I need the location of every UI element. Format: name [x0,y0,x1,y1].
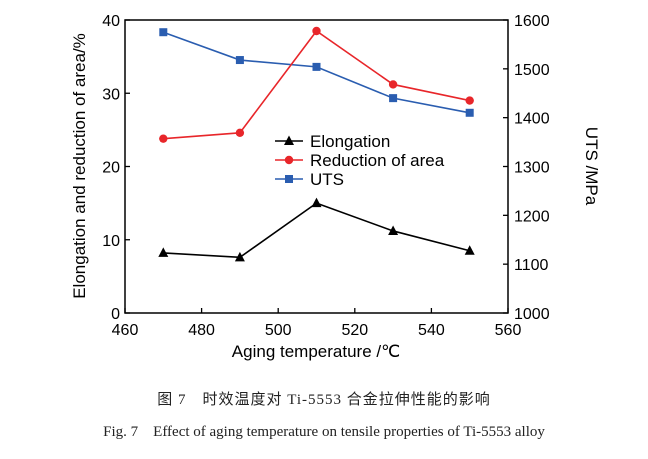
legend-label: Reduction of area [310,151,445,170]
y-left-tick-label: 20 [102,160,120,177]
legend-label: UTS [310,170,344,189]
y-left-tick-label: 0 [111,306,120,323]
x-tick-label: 480 [188,322,215,339]
figure-caption-chinese: 图 7 时效温度对 Ti-5553 合金拉伸性能的影响 [157,392,491,408]
series-line [163,29,470,140]
data-point [388,80,398,89]
data-point [312,26,321,36]
x-tick-label: 500 [265,322,292,339]
x-axis-label: Aging temperature /℃ [232,342,400,361]
legend-marker [284,155,294,165]
data-point [158,247,169,257]
y-right-tick-label: 1500 [514,62,550,79]
data-point [465,108,474,117]
data-point [234,251,245,262]
y-right-tick-label: 1300 [514,160,550,177]
y-right-tick-label: 1600 [514,13,550,30]
figure-caption-english: Fig. 7 Effect of aging temperature on te… [103,424,545,440]
series-layer [158,26,475,262]
y-left-tick-label: 40 [102,13,120,30]
y-left-tick-label: 30 [102,86,120,103]
legend-marker [285,175,293,183]
x-tick-label: 540 [418,322,445,339]
data-point [311,197,322,208]
data-point [389,94,398,103]
chart: 460 480 500 520 540 560 0 10 20 30 40 1000 1100 1200 1… [70,13,601,361]
axis-ticks: 460 480 500 520 540 560 0 10 20 30 40 1000 1100 1200 1… [102,13,549,339]
data-point [388,225,399,235]
x-tick-label: 460 [112,322,139,339]
data-point [159,28,168,37]
y-right-tick-label: 1200 [514,208,550,225]
data-point [235,56,244,65]
legend-marker [284,135,294,145]
series-line [163,31,470,114]
x-tick-label: 520 [341,322,368,339]
data-point [235,128,245,138]
y-axis-right-label: UTS /MPa [582,127,601,206]
data-point [159,134,168,143]
data-point [465,96,474,105]
data-point [464,245,475,255]
y-right-tick-label: 1000 [514,306,550,323]
data-point [312,62,321,71]
y-axis-left-label: Elongation and reduction of area/% [70,33,89,299]
y-right-tick-label: 1400 [514,111,550,128]
y-right-tick-label: 1100 [514,257,549,274]
y-left-tick-label: 10 [102,233,120,250]
series-line [163,202,470,259]
x-tick-label: 560 [495,322,522,339]
legend-label: Elongation [310,132,390,151]
